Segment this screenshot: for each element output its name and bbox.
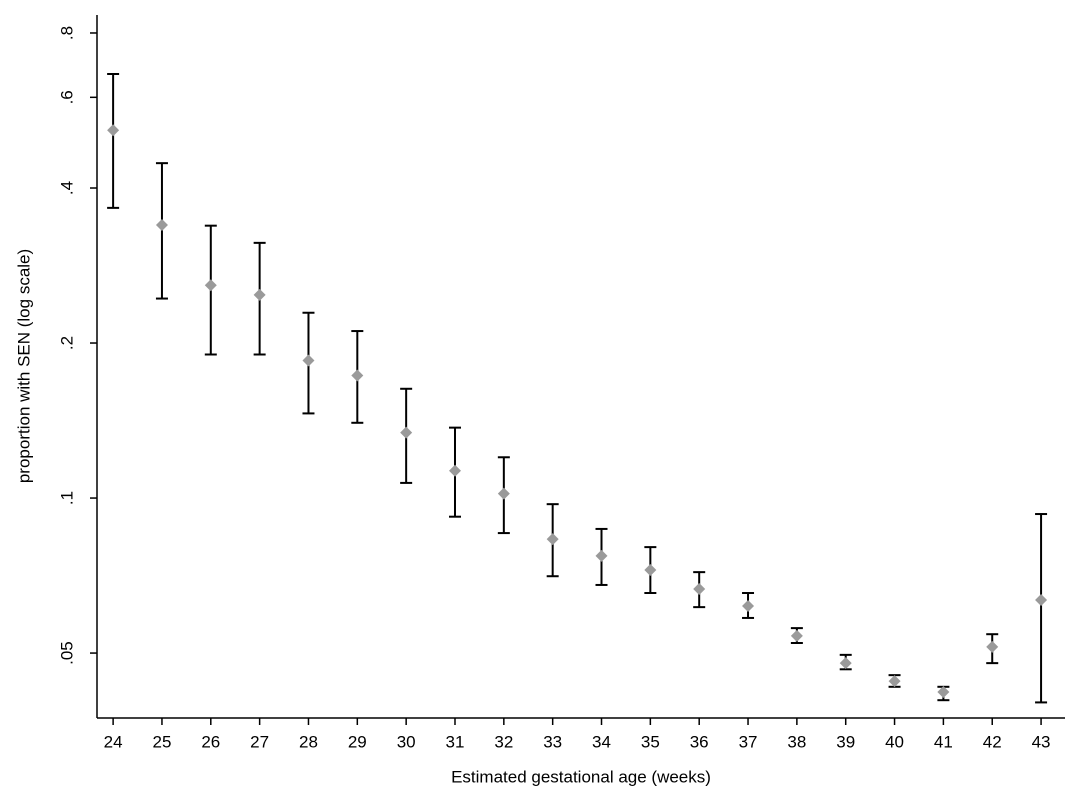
y-tick-label: .4 <box>57 181 76 195</box>
y-tick-label: .6 <box>57 90 76 104</box>
x-tick-label: 36 <box>690 732 709 751</box>
x-tick-label: 40 <box>885 732 904 751</box>
point <box>546 533 559 546</box>
point <box>400 426 413 439</box>
x-tick-label: 26 <box>201 732 220 751</box>
x-tick-label: 35 <box>641 732 660 751</box>
x-tick-label: 37 <box>739 732 758 751</box>
x-tick-label: 24 <box>104 732 123 751</box>
x-tick-label: 41 <box>934 732 953 751</box>
point <box>839 657 852 670</box>
y-tick-label: .8 <box>57 26 76 40</box>
x-tick-label: 34 <box>592 732 611 751</box>
x-tick-label: 25 <box>152 732 171 751</box>
x-tick-label: 38 <box>787 732 806 751</box>
point <box>448 464 461 477</box>
x-tick-label: 33 <box>543 732 562 751</box>
x-tick-label: 29 <box>348 732 367 751</box>
x-tick-label: 39 <box>836 732 855 751</box>
y-tick-label: .2 <box>57 336 76 350</box>
y-tick-label: .1 <box>57 491 76 505</box>
x-tick-label: 32 <box>494 732 513 751</box>
point <box>742 600 755 613</box>
point <box>351 369 364 382</box>
x-tick-label: 31 <box>446 732 465 751</box>
point <box>790 629 803 642</box>
point <box>155 219 168 232</box>
x-tick-label: 30 <box>397 732 416 751</box>
x-tick-label: 43 <box>1032 732 1051 751</box>
x-tick-label: 28 <box>299 732 318 751</box>
error-bar <box>1035 513 1048 704</box>
point <box>986 640 999 653</box>
x-axis-title: Estimated gestational age (weeks) <box>451 767 711 786</box>
point <box>497 487 510 500</box>
point <box>302 354 315 367</box>
point <box>204 279 217 292</box>
point <box>693 582 706 595</box>
error-bar <box>107 72 120 209</box>
y-axis-title: proportion with SEN (log scale) <box>14 249 33 483</box>
point <box>937 686 950 699</box>
point <box>888 675 901 688</box>
point <box>107 124 120 137</box>
point <box>1035 593 1048 606</box>
x-tick-label: 42 <box>983 732 1002 751</box>
point <box>644 563 657 576</box>
point <box>253 288 266 301</box>
y-tick-label: .05 <box>57 641 76 665</box>
x-tick-label: 27 <box>250 732 269 751</box>
point <box>595 549 608 562</box>
